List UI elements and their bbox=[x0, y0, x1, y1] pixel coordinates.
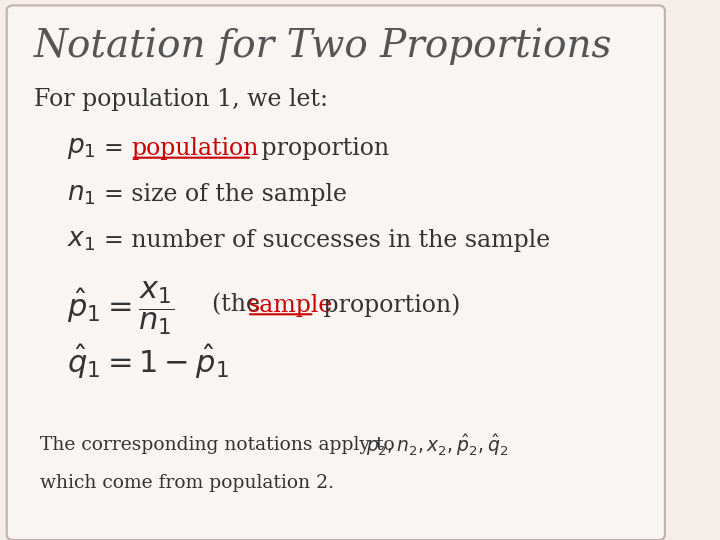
Text: which come from population 2.: which come from population 2. bbox=[40, 474, 334, 492]
Text: proportion): proportion) bbox=[315, 293, 460, 317]
Text: (the: (the bbox=[212, 294, 267, 316]
Text: $\hat{p}_1 = \dfrac{x_1}{n_1}$: $\hat{p}_1 = \dfrac{x_1}{n_1}$ bbox=[67, 279, 174, 336]
Text: $p_1$: $p_1$ bbox=[67, 136, 96, 161]
Text: = size of the sample: = size of the sample bbox=[104, 183, 347, 206]
Text: =: = bbox=[104, 137, 131, 160]
Text: = number of successes in the sample: = number of successes in the sample bbox=[104, 229, 550, 252]
Text: $n_1$: $n_1$ bbox=[67, 182, 96, 207]
Text: $x_1$: $x_1$ bbox=[67, 228, 96, 253]
Text: population: population bbox=[131, 137, 258, 160]
FancyBboxPatch shape bbox=[6, 5, 665, 540]
Text: $\hat{q}_1 = 1 - \hat{p}_1$: $\hat{q}_1 = 1 - \hat{p}_1$ bbox=[67, 343, 229, 381]
Text: sample: sample bbox=[247, 294, 333, 316]
Text: Notation for Two Proportions: Notation for Two Proportions bbox=[34, 27, 612, 65]
Text: proportion: proportion bbox=[254, 137, 389, 160]
Text: The corresponding notations apply to: The corresponding notations apply to bbox=[40, 436, 401, 455]
Text: For population 1, we let:: For population 1, we let: bbox=[34, 89, 328, 111]
Text: $p_2, n_2, x_2, \hat{p}_2, \hat{q}_2$: $p_2, n_2, x_2, \hat{p}_2, \hat{q}_2$ bbox=[366, 433, 508, 458]
